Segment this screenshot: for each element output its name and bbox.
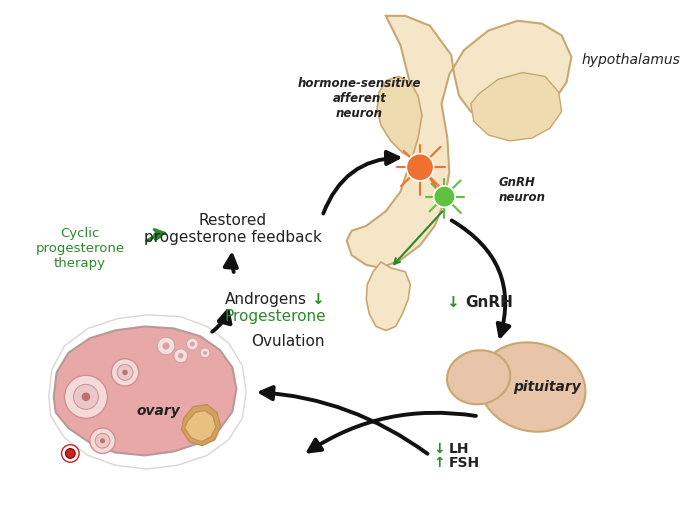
- Polygon shape: [471, 72, 561, 141]
- Circle shape: [434, 186, 455, 207]
- Circle shape: [190, 342, 195, 347]
- Circle shape: [65, 448, 75, 458]
- Circle shape: [74, 384, 99, 410]
- Ellipse shape: [447, 350, 510, 404]
- FancyArrowPatch shape: [452, 220, 510, 336]
- Circle shape: [100, 438, 105, 443]
- FancyArrowPatch shape: [323, 152, 398, 214]
- Text: ↑: ↑: [434, 456, 445, 470]
- Text: LH: LH: [448, 442, 469, 456]
- Polygon shape: [182, 405, 220, 446]
- Text: Cyclic
progesterone
therapy: Cyclic progesterone therapy: [36, 227, 125, 270]
- FancyArrowPatch shape: [309, 413, 476, 452]
- Circle shape: [174, 349, 188, 363]
- Circle shape: [122, 370, 128, 375]
- Text: Restored
progesterone feedback: Restored progesterone feedback: [144, 213, 321, 245]
- Text: hypothalamus: hypothalamus: [581, 53, 680, 67]
- Polygon shape: [346, 16, 571, 268]
- Circle shape: [406, 154, 434, 181]
- Circle shape: [203, 351, 207, 355]
- Circle shape: [200, 348, 210, 358]
- Text: Progesterone: Progesterone: [225, 309, 326, 324]
- Text: GnRH
neuron: GnRH neuron: [498, 176, 545, 204]
- Text: ovary: ovary: [136, 404, 180, 418]
- Circle shape: [90, 428, 116, 454]
- Polygon shape: [54, 327, 237, 455]
- Text: hormone-sensitive
afferent
neuron: hormone-sensitive afferent neuron: [298, 77, 421, 120]
- Circle shape: [64, 375, 107, 418]
- FancyArrowPatch shape: [225, 256, 237, 272]
- Text: ↓: ↓: [446, 295, 459, 310]
- FancyArrowPatch shape: [147, 229, 164, 241]
- Circle shape: [95, 434, 110, 448]
- Polygon shape: [185, 411, 216, 442]
- Circle shape: [82, 393, 90, 401]
- Polygon shape: [366, 262, 410, 330]
- Ellipse shape: [480, 342, 585, 432]
- Text: ↓: ↓: [311, 291, 324, 307]
- Text: Ovulation: Ovulation: [251, 333, 325, 349]
- Circle shape: [117, 364, 133, 380]
- Text: pituitary: pituitary: [513, 380, 581, 394]
- Text: ↓: ↓: [434, 442, 445, 456]
- FancyArrowPatch shape: [261, 387, 428, 454]
- FancyArrowPatch shape: [212, 311, 230, 332]
- Circle shape: [158, 337, 175, 355]
- Circle shape: [111, 359, 139, 386]
- Polygon shape: [377, 77, 422, 158]
- Text: Androgens: Androgens: [225, 291, 307, 307]
- Circle shape: [162, 342, 169, 350]
- Text: GnRH: GnRH: [465, 295, 513, 310]
- Circle shape: [178, 353, 183, 359]
- Circle shape: [187, 338, 198, 350]
- Text: FSH: FSH: [448, 456, 480, 470]
